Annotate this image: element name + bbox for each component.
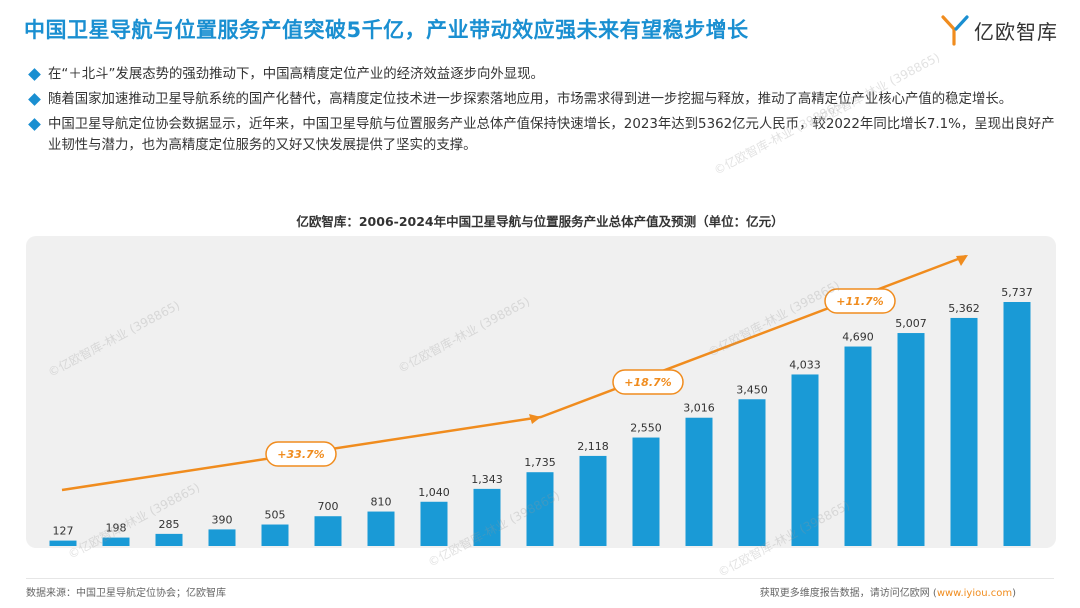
- footer-more-suffix: ): [1012, 588, 1016, 599]
- diamond-bullet-icon: [28, 118, 41, 131]
- diamond-bullet-icon: [28, 93, 41, 106]
- bullet-item: 在“＋北斗”发展态势的强劲推动下，中国高精度定位产业的经济效益逐步向外显现。: [28, 64, 1058, 85]
- logo: 亿欧智库: [940, 12, 1058, 48]
- bar-value-label: 505: [265, 509, 286, 522]
- bar: [261, 524, 289, 546]
- growth-badge-label: +11.7%: [836, 295, 883, 308]
- chart-panel: 127 198 285 390 505 700 810 1,040 1,343 1,735 2,11…: [26, 236, 1056, 548]
- bar: [155, 533, 183, 546]
- bullet-text: 中国卫星导航定位协会数据显示，近年来，中国卫星导航与位置服务产业总体产值保持快速…: [48, 117, 1055, 153]
- bullet-item: 中国卫星导航定位协会数据显示，近年来，中国卫星导航与位置服务产业总体产值保持快速…: [28, 114, 1058, 156]
- bar: [526, 472, 554, 546]
- bar-value-label: 1,040: [418, 486, 450, 499]
- bullet-text: 在“＋北斗”发展态势的强劲推动下，中国高精度定位产业的经济效益逐步向外显现。: [48, 67, 544, 82]
- chart-title: 亿欧智库：2006-2024年中国卫星导航与位置服务产业总体产值及预测（单位：亿…: [296, 214, 784, 229]
- bar: [738, 399, 766, 546]
- bar-value-label: 700: [318, 500, 339, 513]
- bar-value-label: 5,007: [895, 317, 927, 330]
- bar: [367, 511, 395, 546]
- bar: [208, 529, 236, 546]
- bar: [49, 540, 77, 546]
- bar-value-label: 2,550: [630, 422, 662, 435]
- bar: [579, 455, 607, 546]
- bar: [844, 346, 872, 546]
- bar: [632, 437, 660, 546]
- bar: [685, 417, 713, 546]
- bar: [102, 537, 130, 546]
- bar-value-label: 5,362: [948, 302, 980, 315]
- bar-value-label: 810: [371, 496, 392, 509]
- growth-badge: [612, 369, 684, 395]
- page-title: 中国卫星导航与位置服务产值突破5千亿，产业带动效应强未来有望稳步增长: [24, 18, 749, 42]
- bar-chart: 127 198 285 390 505 700 810 1,040 1,343 1,735 2,11…: [49, 254, 1033, 546]
- bar-value-label: 3,016: [683, 402, 715, 415]
- growth-badge: [824, 288, 896, 314]
- bullet-item: 随着国家加速推动卫星导航系统的国产化替代，高精度定位技术进一步探索落地应用，市场…: [28, 89, 1058, 110]
- bar-value-label: 4,033: [789, 358, 821, 371]
- bar: [1003, 302, 1031, 546]
- footer-divider: [26, 578, 1054, 579]
- bar-value-label: 3,450: [736, 383, 768, 396]
- bar: [791, 374, 819, 546]
- growth-badge-label: +18.7%: [624, 376, 671, 389]
- bullet-list: 在“＋北斗”发展态势的强劲推动下，中国高精度定位产业的经济效益逐步向外显现。 随…: [28, 64, 1058, 160]
- growth-badge-label: +33.7%: [277, 448, 324, 461]
- bar-value-label: 2,118: [577, 440, 609, 453]
- bar-value-label: 4,690: [842, 331, 874, 344]
- logo-icon: [941, 15, 969, 46]
- bar: [897, 333, 925, 546]
- bar-value-label: 285: [159, 518, 180, 531]
- bar: [473, 488, 501, 546]
- bar-value-label: 390: [212, 513, 233, 526]
- logo-text: 亿欧智库: [974, 19, 1058, 44]
- bar-value-label: 5,737: [1001, 286, 1033, 299]
- diamond-bullet-icon: [28, 68, 41, 81]
- website-link[interactable]: www.iyiou.com: [936, 588, 1013, 599]
- bar: [420, 501, 448, 546]
- bar-value-label: 198: [106, 522, 127, 535]
- bar: [950, 317, 978, 546]
- trend-arrowhead: [529, 414, 541, 424]
- bar: [314, 516, 342, 546]
- bar-value-label: 127: [53, 525, 74, 538]
- growth-badge: [265, 441, 337, 467]
- bullet-text: 随着国家加速推动卫星导航系统的国产化替代，高精度定位技术进一步探索落地应用，市场…: [48, 92, 1013, 107]
- bar-value-label: 1,735: [524, 456, 556, 469]
- bar-value-label: 1,343: [471, 473, 503, 486]
- trend-arrowhead: [956, 255, 968, 266]
- footer-more-info: 获取更多维度报告数据，请访问亿欧网 (www.iyiou.com): [760, 584, 1016, 599]
- footer-more-prefix: 获取更多维度报告数据，请访问亿欧网 (: [759, 588, 937, 599]
- data-source: 数据来源：中国卫星导航定位协会；亿欧智库: [26, 588, 226, 599]
